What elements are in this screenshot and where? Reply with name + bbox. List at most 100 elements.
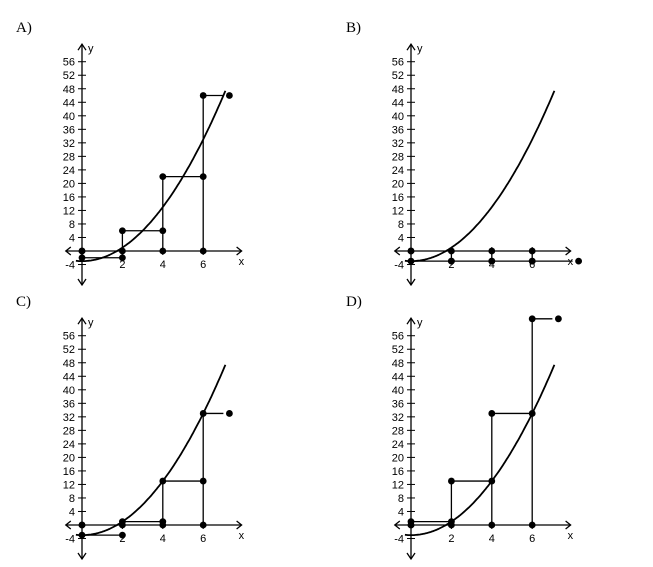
step-end-point xyxy=(226,410,233,417)
y-tick-label: 36 xyxy=(392,398,404,410)
y-tick-label: -4 xyxy=(65,260,75,272)
y-tick-label: 8 xyxy=(398,219,404,231)
x-axis-arrow-left xyxy=(64,246,72,256)
y-tick-label: 40 xyxy=(392,111,404,123)
y-tick-label: 52 xyxy=(392,344,404,356)
axis-point xyxy=(159,247,167,255)
y-axis-arrow xyxy=(406,317,416,325)
y-tick-label: 20 xyxy=(63,178,75,190)
y-tick-label: 20 xyxy=(63,452,75,464)
axis-point xyxy=(488,247,496,255)
y-tick-label: 36 xyxy=(63,398,75,410)
x-axis-arrow xyxy=(565,520,572,530)
y-tick-label: 12 xyxy=(392,205,404,217)
y-tick-label: 44 xyxy=(392,371,404,383)
y-tick-label: 48 xyxy=(392,358,404,370)
y-axis-arrow xyxy=(77,43,87,51)
step-end-point xyxy=(119,254,126,262)
axis-point xyxy=(448,521,455,529)
y-tick-label: 48 xyxy=(63,358,75,370)
step-start-point xyxy=(199,410,207,417)
x-axis-label: x xyxy=(239,256,245,268)
x-tick-label: 4 xyxy=(489,533,495,545)
axis-point xyxy=(448,247,455,255)
x-axis-arrow xyxy=(565,246,572,256)
y-tick-label: 16 xyxy=(392,466,404,478)
axis-point xyxy=(199,247,207,255)
axis-point xyxy=(528,247,536,255)
y-tick-label: 12 xyxy=(392,479,404,491)
panel-label: D) xyxy=(346,294,362,310)
y-tick-label: -4 xyxy=(394,534,404,546)
axis-point xyxy=(528,521,536,529)
y-tick-label: 8 xyxy=(69,219,75,231)
x-tick-label: 4 xyxy=(160,259,166,271)
y-tick-label: 44 xyxy=(63,371,75,383)
y-axis-label: y xyxy=(88,43,94,55)
y-tick-label: 4 xyxy=(69,506,75,518)
y-tick-label: 56 xyxy=(63,331,75,343)
y-tick-label: 40 xyxy=(63,111,75,123)
x-tick-label: 2 xyxy=(448,259,454,271)
y-tick-label: 24 xyxy=(63,165,75,177)
origin-point xyxy=(407,521,415,529)
y-tick-label: 48 xyxy=(392,84,404,96)
step-start-point xyxy=(448,257,455,265)
step-start-point xyxy=(488,257,496,265)
x-axis-label: x xyxy=(239,530,245,542)
step-start-point xyxy=(78,254,86,262)
x-tick-label: 6 xyxy=(529,533,535,545)
y-tick-label: 56 xyxy=(63,57,75,69)
x-axis-arrow-left xyxy=(64,520,72,530)
x-tick-label: 4 xyxy=(160,533,166,545)
y-tick-label: 32 xyxy=(63,412,75,424)
y-tick-label: 52 xyxy=(63,344,75,356)
x-axis-label: x xyxy=(568,530,574,542)
x-axis-arrow-left xyxy=(393,246,401,256)
y-axis-arrow-down xyxy=(406,552,416,561)
x-tick-label: 6 xyxy=(529,259,535,271)
y-tick-label: 52 xyxy=(392,70,404,82)
y-tick-label: 44 xyxy=(392,97,404,109)
step-end-point xyxy=(119,531,126,539)
y-tick-label: 32 xyxy=(392,412,404,424)
step-start-point xyxy=(407,257,415,265)
y-tick-label: 8 xyxy=(398,493,404,505)
x-tick-label: 2 xyxy=(119,533,125,545)
curve xyxy=(404,364,556,536)
step-start-point xyxy=(199,92,207,99)
x-tick-label: 6 xyxy=(200,533,206,545)
y-tick-label: 8 xyxy=(69,493,75,505)
y-tick-label: 16 xyxy=(392,192,404,204)
y-axis-label: y xyxy=(417,43,423,55)
x-tick-label: 2 xyxy=(119,259,125,271)
y-tick-label: 36 xyxy=(392,124,404,136)
y-tick-label: 32 xyxy=(63,138,75,150)
step-start-point xyxy=(159,173,167,181)
step-end-point xyxy=(575,257,582,265)
y-tick-label: 48 xyxy=(63,84,75,96)
y-tick-label: 56 xyxy=(392,331,404,343)
panel-label: A) xyxy=(16,20,32,36)
origin-point xyxy=(78,247,86,255)
y-tick-label: 52 xyxy=(63,70,75,82)
y-tick-label: 24 xyxy=(392,165,404,177)
axis-point xyxy=(159,521,167,529)
y-tick-label: 24 xyxy=(63,439,75,451)
step-start-point xyxy=(119,227,126,235)
y-tick-label: 28 xyxy=(392,425,404,437)
y-tick-label: 12 xyxy=(63,479,75,491)
curve xyxy=(75,364,227,536)
x-axis-arrow xyxy=(236,246,243,256)
y-tick-label: 16 xyxy=(63,466,75,478)
step-start-point xyxy=(448,477,455,485)
x-axis-arrow-left xyxy=(393,520,401,530)
y-tick-label: 24 xyxy=(392,439,404,451)
x-tick-label: 2 xyxy=(448,533,454,545)
y-axis-arrow-down xyxy=(77,552,87,561)
y-tick-label: 40 xyxy=(392,385,404,397)
